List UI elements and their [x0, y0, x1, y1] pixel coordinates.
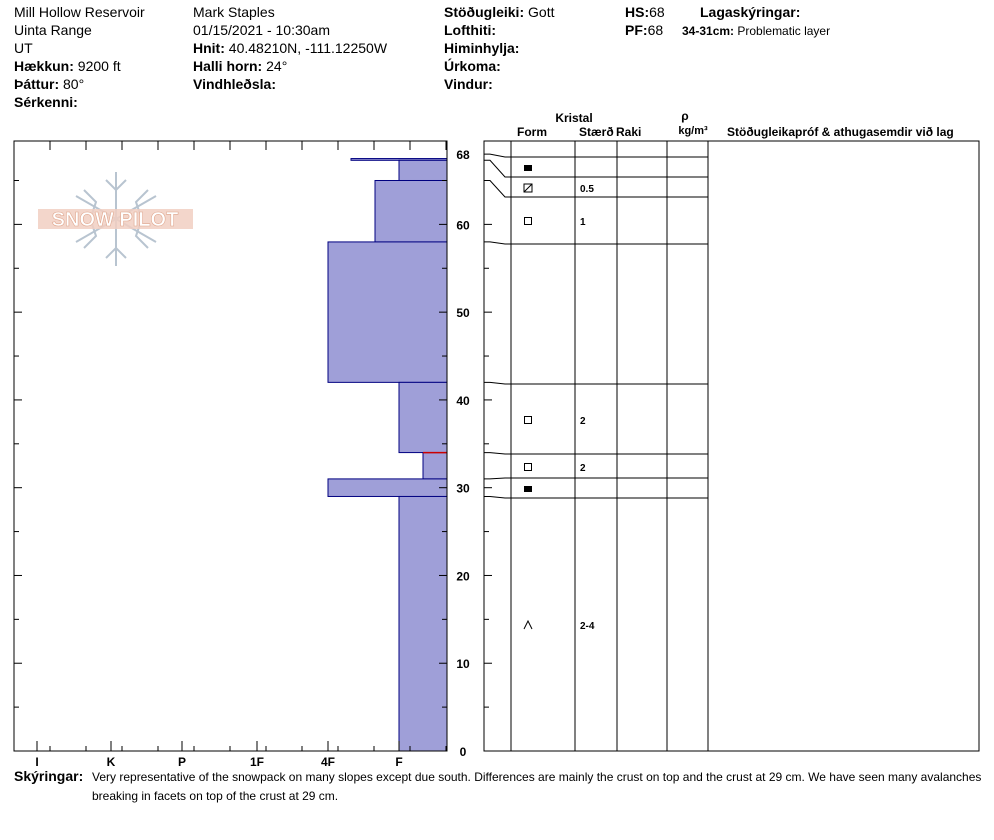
range-name: Uinta Range	[14, 22, 92, 38]
moisture-header: Raki	[616, 125, 641, 139]
pf-value: PF:68	[625, 22, 664, 38]
form-header: Form	[517, 125, 547, 139]
sky-cover: Himinhylja:	[444, 40, 520, 56]
hardness-ticks: I K P 1F 4F F	[35, 141, 447, 769]
hardness-layer-3	[327, 241, 448, 383]
stability: Stöðugleiki: Gott	[444, 4, 555, 20]
wind: Vindur:	[444, 76, 493, 92]
observer: Mark Staples	[193, 4, 275, 20]
table-frame	[483, 140, 980, 752]
hardness-layers	[327, 158, 448, 752]
crystal-size-2: 1	[580, 217, 586, 228]
aspect: Þáttur: 80°	[14, 76, 85, 92]
layer-connector	[484, 477, 511, 480]
hardness-layer-4	[398, 381, 448, 454]
size-header: Stærð	[579, 125, 614, 139]
hardness-label-I: I	[35, 755, 38, 769]
hardness-layer-5	[422, 452, 448, 480]
hardness-layer-6	[327, 478, 448, 497]
crystal-faceted-icon	[524, 463, 532, 471]
location-name: Mill Hollow Reservoir	[14, 4, 145, 20]
crystal-mixed-forms-icon	[523, 183, 533, 193]
layer-connector	[484, 495, 511, 499]
notes-line-1: Very representative of the snowpack on m…	[92, 770, 982, 784]
crystal-faceted-icon	[524, 217, 532, 225]
layer-connector	[484, 153, 511, 158]
crystal-mixed-forms-slash	[523, 183, 533, 193]
state-name: UT	[14, 40, 33, 56]
hardness-label-P: P	[178, 755, 186, 769]
layer-connector	[484, 179, 511, 198]
layer-table: 0.5 1 2 2 2-4	[483, 140, 980, 752]
logo-text: SNOW PILOT	[52, 209, 179, 231]
crystal-depth-hoar-icon	[523, 619, 533, 630]
depth-label-10: 10	[456, 657, 470, 671]
slope-angle: Halli horn: 24°	[193, 58, 288, 74]
hardness-label-K: K	[107, 755, 116, 769]
crystal-faceted-icon	[524, 416, 532, 424]
layer-connector	[484, 241, 511, 245]
hardness-layer-7	[398, 495, 448, 752]
hardness-layer-2	[374, 179, 448, 243]
logo-band	[38, 209, 193, 229]
depth-label-30: 30	[456, 482, 470, 496]
layer-connector	[484, 452, 511, 455]
crystal-size-3: 2	[580, 416, 586, 427]
crystal-melt-freeze-icon	[524, 165, 532, 171]
datetime: 01/15/2021 - 10:30am	[193, 22, 330, 38]
hardness-layer-1	[398, 159, 448, 181]
stability-tests-header: Stöðugleikapróf & athugasemdir við lag	[727, 125, 954, 139]
hs-value: HS:68	[625, 4, 665, 20]
crystal-melt-freeze-icon	[524, 486, 532, 492]
notes-label: Skýringar:	[14, 768, 84, 784]
crystal-header: Kristal	[555, 111, 592, 125]
layer-connector	[484, 381, 511, 385]
depth-label-20: 20	[456, 569, 470, 583]
layer-connector	[484, 159, 511, 178]
precipitation: Úrkoma:	[444, 58, 501, 74]
rho-header: ρ	[681, 109, 688, 123]
depth-label-60: 60	[456, 218, 470, 232]
notes: Skýringar: Very representative of the sn…	[14, 766, 989, 803]
layer-note: 34-31cm: Problematic layer	[682, 24, 831, 38]
coordinates: Hnit: 40.48210N, -111.12250W	[193, 40, 388, 56]
layer-notes-label: Lagaskýringar:	[700, 4, 801, 20]
crystal-size-6: 2-4	[580, 621, 595, 632]
crystal-size-1: 0.5	[580, 184, 594, 195]
hardness-label-F: F	[395, 755, 402, 769]
crystal-size-4: 2	[580, 463, 586, 474]
wind-loading: Vindhleðsla:	[193, 76, 276, 92]
elevation: Hækkun: 9200 ft	[14, 58, 121, 74]
depth-label-40: 40	[456, 394, 470, 408]
depth-label-50: 50	[456, 306, 470, 320]
notes-line-2: breaking in facets on top of the crust a…	[92, 789, 339, 803]
depth-label-68: 68	[456, 148, 470, 162]
hardness-label-4F: 4F	[321, 755, 335, 769]
features: Sérkenni:	[14, 94, 78, 110]
hardness-label-1F: 1F	[250, 755, 264, 769]
density-unit-header: kg/m³	[678, 125, 708, 137]
air-temp: Lofthiti:	[444, 22, 497, 38]
depth-label-0: 0	[460, 745, 467, 759]
